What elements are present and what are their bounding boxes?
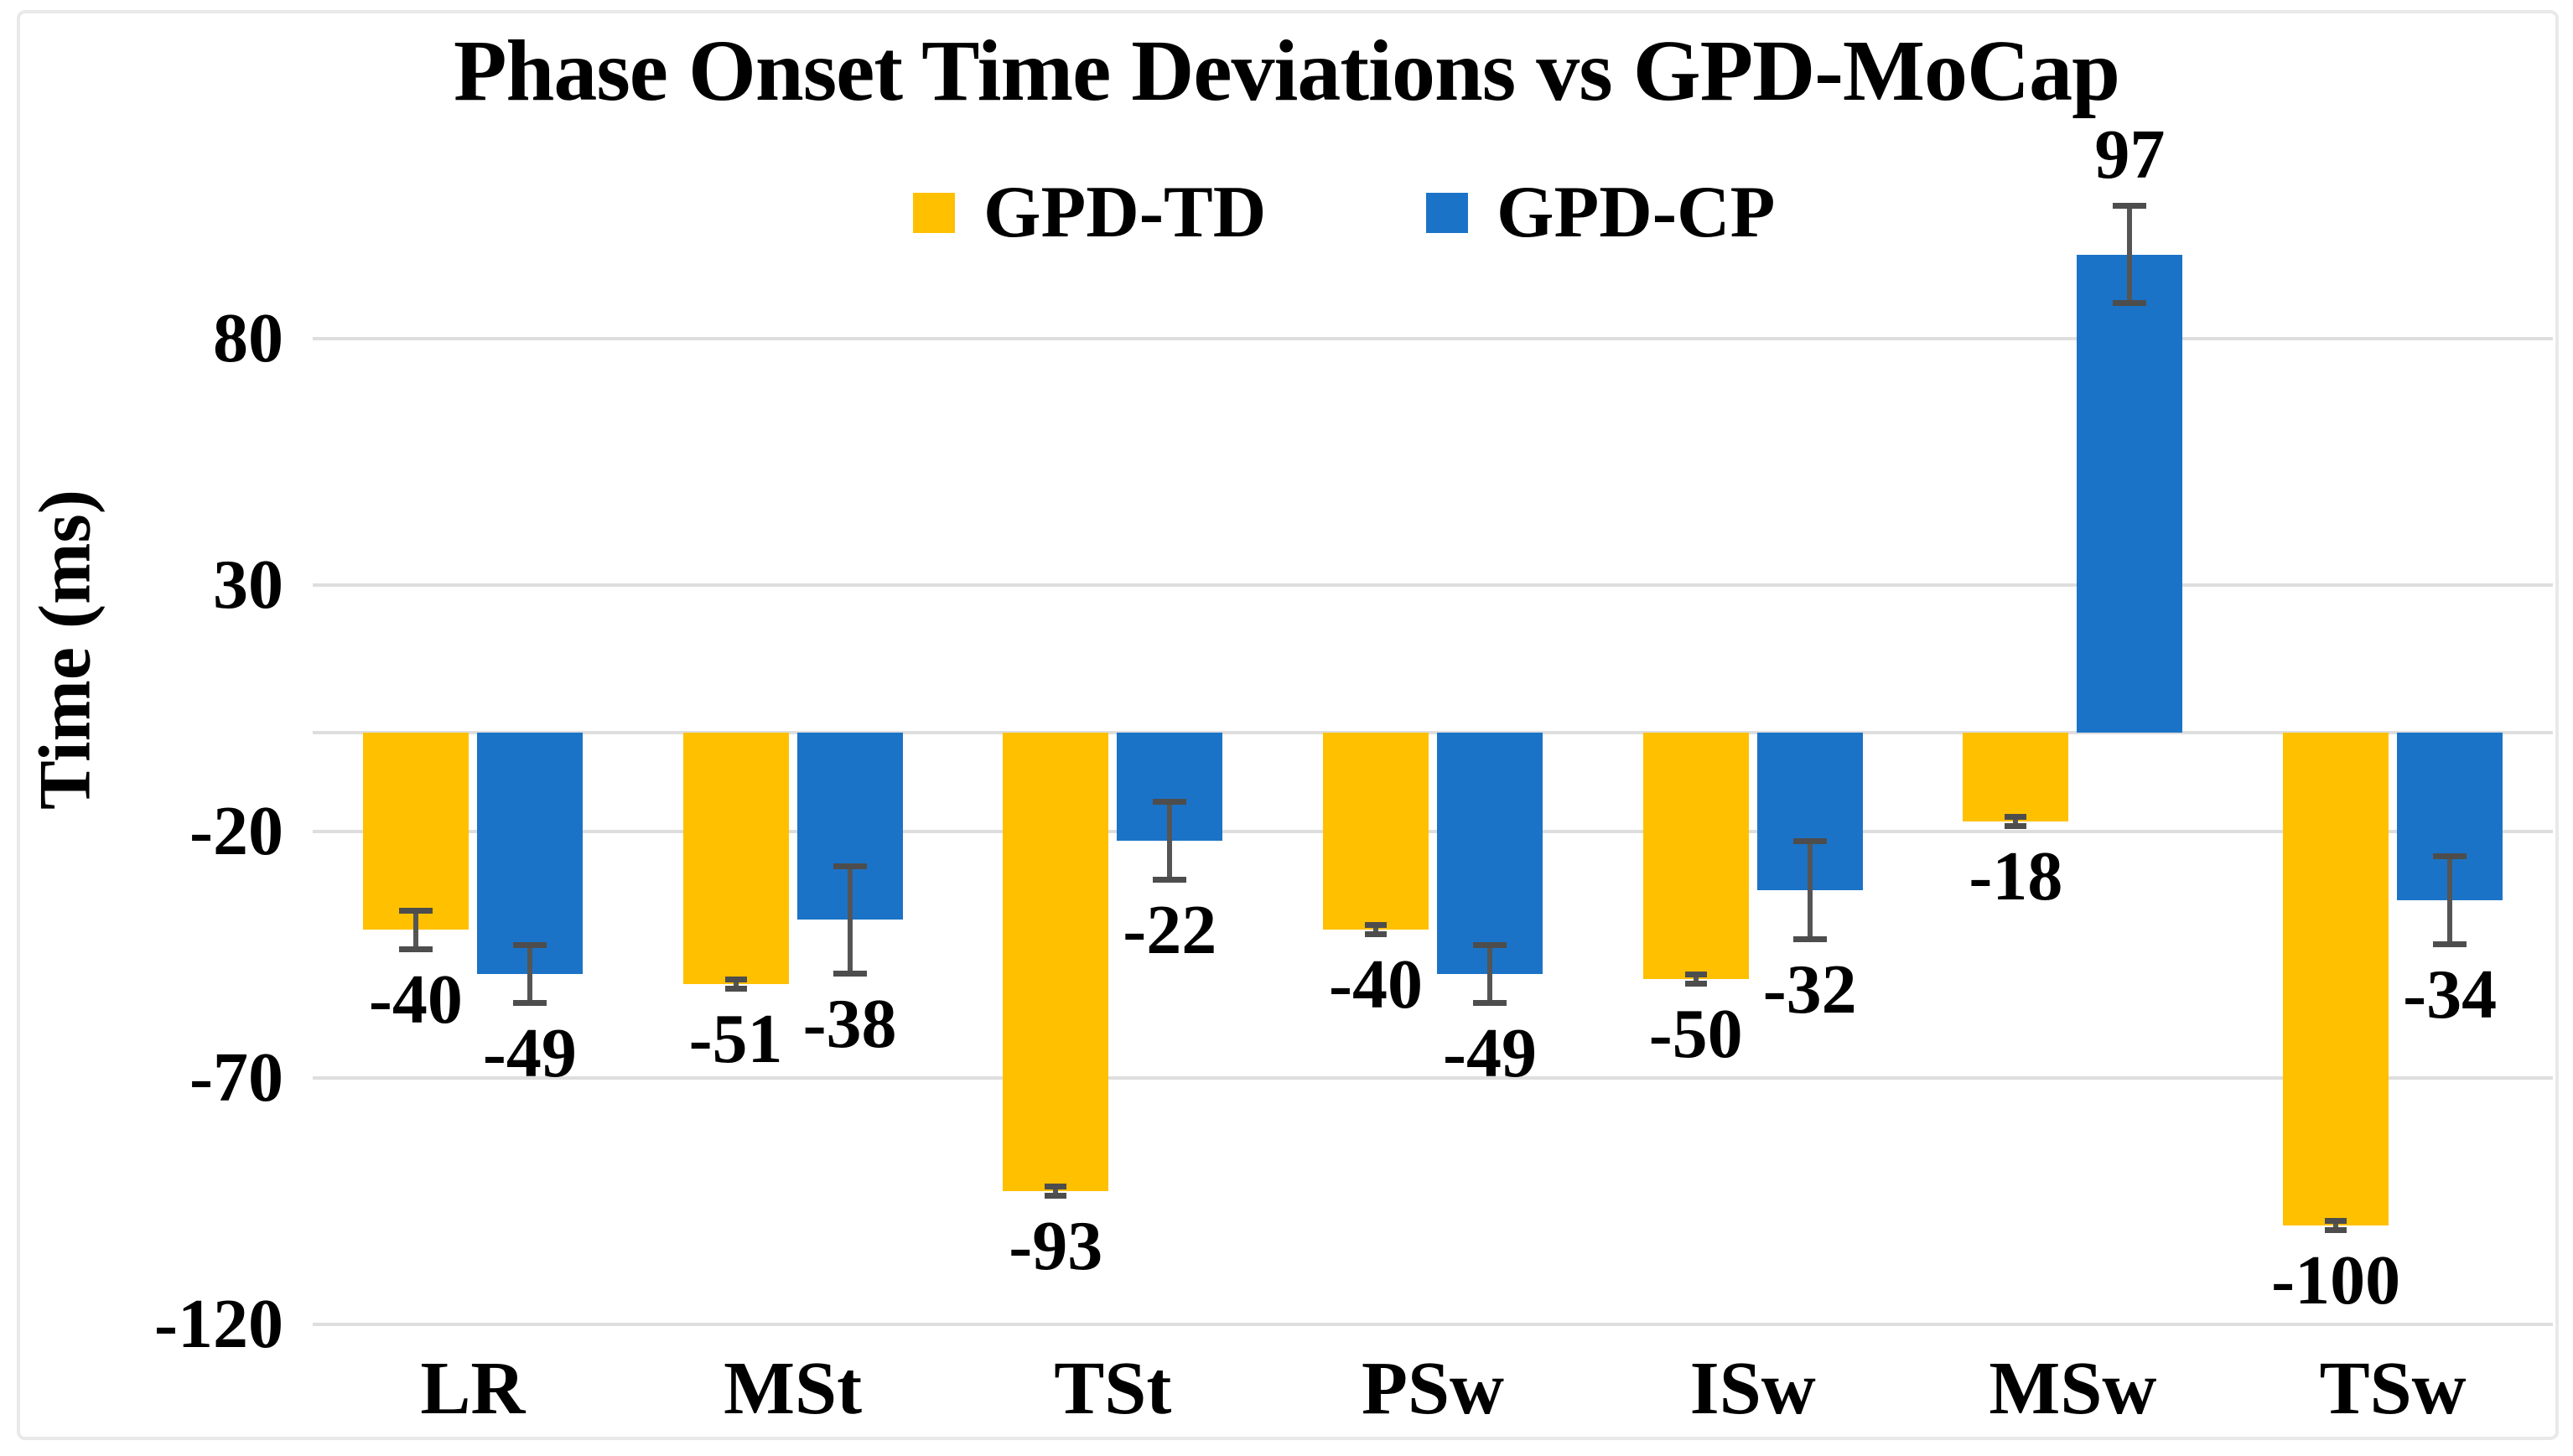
bar-value-label: -40: [1329, 946, 1423, 1024]
error-bar-cap: [1473, 941, 1507, 948]
bar-value-label: -22: [1123, 891, 1217, 970]
bar-gpd-td-msw: [1963, 733, 2069, 821]
bar-gpd-td-psw: [1323, 733, 1429, 930]
legend-item-gpd-td: GPD-TD: [913, 169, 1266, 256]
error-bar-cap: [512, 941, 547, 948]
y-tick-label: 30: [213, 545, 283, 624]
error-bar-cap: [1792, 935, 1827, 942]
error-bar: [1053, 1185, 1059, 1196]
error-bar-cap: [1684, 980, 1707, 987]
error-bar-cap: [512, 1000, 547, 1007]
error-bar-cap: [1153, 799, 1187, 806]
bar-value-label: -32: [1762, 950, 1857, 1029]
error-bar-cap: [2005, 813, 2027, 820]
error-bar: [1167, 801, 1173, 881]
bar-gpd-td-lr: [362, 733, 469, 930]
zero-gridline: [313, 731, 2553, 734]
bar-value-label: -49: [1443, 1014, 1537, 1093]
bar-value-label: -50: [1648, 994, 1743, 1073]
error-bar: [1487, 944, 1492, 1004]
bar-gpd-cp-psw: [1437, 733, 1543, 975]
category-label-psw: PSw: [1361, 1347, 1505, 1430]
bar-gpd-td-mst: [682, 733, 789, 984]
bar-gpd-cp-msw: [2077, 254, 2183, 733]
bar-value-label: 97: [2094, 115, 2166, 194]
legend-label-gpd-td: GPD-TD: [983, 172, 1267, 253]
bar-value-label: -49: [482, 1014, 577, 1093]
error-bar: [1373, 925, 1378, 935]
error-bar-cap: [2113, 300, 2147, 307]
gpd-td-swatch-icon: [913, 193, 955, 233]
error-bar-cap: [833, 863, 867, 869]
error-bar-cap: [1365, 931, 1387, 938]
gridline: [313, 1322, 2553, 1326]
y-tick-label: -70: [189, 1038, 283, 1117]
gridline: [313, 829, 2553, 833]
gridline: [313, 583, 2553, 587]
error-bar: [2333, 1220, 2339, 1231]
y-axis-title: Time (ms): [24, 489, 106, 811]
error-bar-cap: [1473, 1000, 1507, 1007]
error-bar-cap: [398, 946, 433, 952]
error-bar-cap: [2325, 1226, 2347, 1233]
error-bar-cap: [1365, 922, 1387, 929]
bar-gpd-td-tsw: [2283, 733, 2389, 1225]
category-label-msw: MSw: [1989, 1347, 2157, 1430]
error-bar-cap: [833, 971, 867, 977]
error-bar: [527, 944, 532, 1004]
error-bar-cap: [2433, 853, 2467, 859]
legend-label-gpd-cp: GPD-CP: [1497, 172, 1776, 253]
bar-value-label: -51: [688, 999, 783, 1078]
bar-value-label: -100: [2271, 1241, 2401, 1319]
error-bar-cap: [2433, 940, 2467, 947]
legend-item-gpd-cp: GPD-CP: [1426, 169, 1775, 256]
bar-value-label: -18: [1969, 837, 2063, 915]
error-bar: [847, 865, 853, 975]
bar-gpd-cp-lr: [476, 733, 583, 975]
error-bar-cap: [2005, 822, 2027, 829]
error-bar: [2447, 856, 2453, 945]
category-label-tst: TSt: [1054, 1347, 1172, 1430]
bar-value-label: -40: [368, 960, 463, 1039]
category-label-lr: LR: [420, 1347, 526, 1430]
error-bar: [1693, 974, 1699, 984]
y-tick-label: -120: [154, 1284, 283, 1363]
error-bar-cap: [1792, 838, 1827, 845]
error-bar: [412, 909, 418, 950]
bar-value-label: -93: [1009, 1206, 1103, 1285]
error-bar: [1807, 841, 1813, 940]
bar-value-label: -38: [802, 985, 897, 1064]
error-bar: [2013, 816, 2019, 826]
bar-gpd-td-isw: [1642, 733, 1749, 979]
error-bar-cap: [724, 977, 747, 982]
error-bar: [733, 979, 739, 989]
error-bar-cap: [2113, 202, 2147, 209]
gridline: [313, 336, 2553, 340]
error-bar-cap: [1045, 1192, 1067, 1199]
error-bar-cap: [398, 907, 433, 914]
bar-gpd-td-tst: [1003, 733, 1109, 1191]
y-tick-label: 80: [213, 298, 283, 377]
category-label-mst: MSt: [724, 1347, 863, 1430]
error-bar-cap: [1045, 1183, 1067, 1189]
error-bar-cap: [1153, 877, 1187, 883]
y-tick-label: -20: [189, 791, 283, 870]
chart-title: Phase Onset Time Deviations vs GPD-MoCap: [453, 23, 2120, 119]
error-bar: [2127, 205, 2133, 304]
gpd-cp-swatch-icon: [1426, 193, 1468, 233]
error-bar-cap: [724, 985, 747, 992]
category-label-tsw: TSw: [2319, 1347, 2467, 1430]
bar-value-label: -34: [2403, 955, 2498, 1034]
error-bar-cap: [1684, 972, 1707, 978]
error-bar-cap: [2325, 1218, 2347, 1225]
category-label-isw: ISw: [1689, 1347, 1816, 1430]
gridline: [313, 1075, 2553, 1080]
